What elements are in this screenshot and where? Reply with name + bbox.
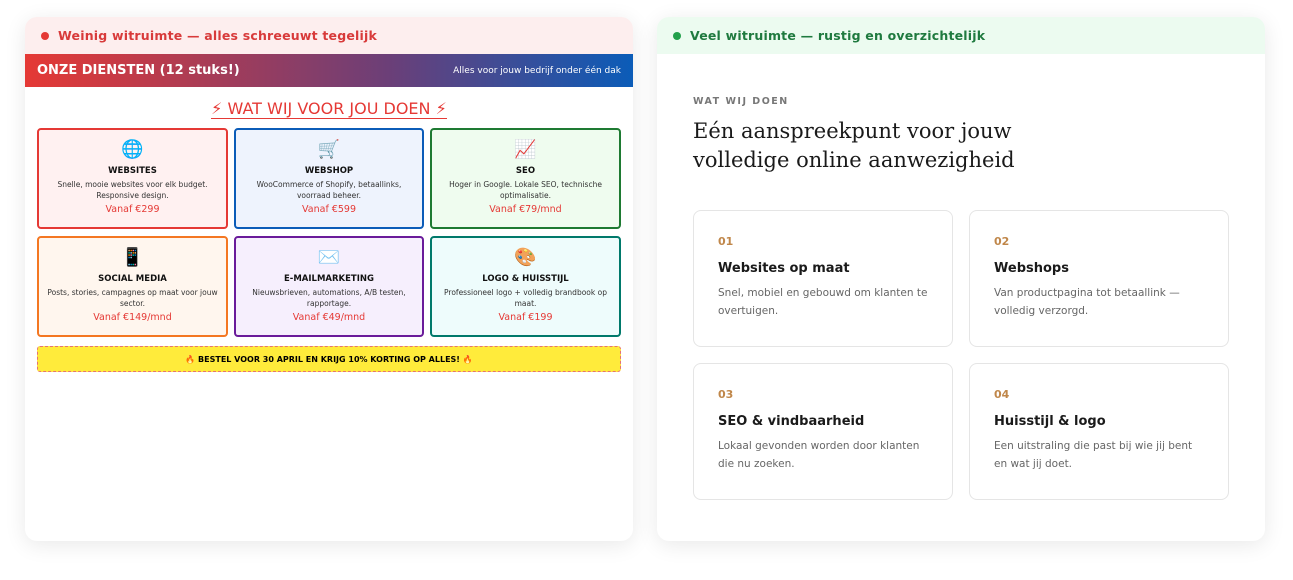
service-price: Vanaf €299 (105, 204, 160, 215)
service-desc: WooCommerce of Shopify, betaallinks, voo… (256, 180, 402, 200)
bar-title: ONZE DIENSTEN (12 stuks!) (37, 63, 240, 78)
service-name: SEO (515, 166, 536, 176)
service-price: Vanaf €49/mnd (292, 312, 366, 323)
section-title: ⚡ WAT WIJ VOOR JOU DOEN ⚡ (25, 99, 633, 119)
service-card: 📈 SEO Hoger in Google. Lokale SEO, technis… (430, 128, 621, 229)
panel-label: Veel witruimte — rustig en overzichtelij… (657, 17, 1265, 54)
service-price: Vanaf €79/mnd (489, 204, 562, 215)
service-name: WEBSHOP (304, 166, 354, 176)
service-name: E-MAILMARKETING (284, 274, 374, 284)
panel-label-text: Veel witruimte — rustig en overzichtelij… (690, 28, 986, 43)
promo-banner: 🔥 BESTEL VOOR 30 APRIL EN KRIJG 10% KORT… (37, 346, 621, 372)
section-title-text: ⚡ WAT WIJ VOOR JOU DOEN ⚡ (211, 99, 447, 119)
card-title: Websites op maat (718, 261, 850, 276)
service-grid: 🌐 WEBSITES Snelle, mooie websites voor elk… (37, 128, 621, 337)
status-dot-icon (673, 31, 681, 40)
card-title: Huisstijl & logo (994, 414, 1106, 429)
service-card: 🌐 WEBSITES Snelle, mooie websites voor elk… (37, 128, 228, 229)
card-title: SEO & vindbaarheid (718, 414, 865, 429)
eyebrow: WAT WIJ DOEN (693, 96, 789, 107)
service-card: 🛒 WEBSHOP WooCommerce of Shopify, betaalli… (234, 128, 424, 229)
service-name: SOCIAL MEDIA (98, 274, 167, 284)
section-heading: Eén aanspreekpunt voor jouw volledige on… (693, 119, 1015, 172)
card-number: 01 (718, 235, 734, 248)
service-card: ✉️ E-MAILMARKETING Nieuwsbrieven, automati… (234, 236, 424, 337)
bar-subtitle: Alles voor jouw bedrijf onder één dak (453, 65, 621, 76)
card-desc: Van productpagina tot betaallink — volle… (994, 287, 1180, 317)
service-card: 🎨 LOGO & HUISSTIJL Professioneel logo + vo… (430, 236, 621, 337)
panel-label: Weinig witruimte — alles schreeuwt tegel… (25, 17, 633, 54)
service-name: LOGO & HUISSTIJL (482, 274, 569, 284)
service-desc: Posts, stories, campagnes op maat voor j… (47, 288, 218, 308)
service-desc: Professioneel logo + volledig brandbook … (444, 288, 607, 308)
service-price: Vanaf €199 (498, 312, 553, 323)
service-desc: Snelle, mooie websites voor elk budget. … (57, 180, 208, 200)
service-price: Vanaf €149/mnd (93, 312, 172, 323)
cluttered-example-panel: Weinig witruimte — alles schreeuwt tegel… (25, 17, 633, 541)
panel-label-text: Weinig witruimte — alles schreeuwt tegel… (58, 28, 377, 43)
card-desc: Snel, mobiel en gebouwd om klanten te ov… (718, 287, 928, 317)
service-card: 📱 SOCIAL MEDIA Posts, stories, campagnes o… (37, 236, 228, 337)
service-name: WEBSITES (108, 166, 157, 176)
card-title: Webshops (994, 261, 1069, 276)
service-card: 04 Huisstijl & logo Een uitstraling die pa… (969, 363, 1229, 500)
service-icon: 📈 (514, 139, 537, 160)
service-desc: Hoger in Google. Lokale SEO, technische … (449, 180, 602, 200)
card-number: 03 (718, 388, 734, 401)
service-price: Vanaf €599 (302, 204, 356, 215)
card-desc: Een uitstraling die past bij wie jij ben… (994, 440, 1193, 470)
gradient-header: ONZE DIENSTEN (12 stuks!) Alles voor jouw… (25, 54, 633, 87)
service-icon: 🛒 (317, 139, 341, 160)
service-card: 01 Websites op maat Snel, mobiel en gebouw… (693, 210, 953, 347)
service-card: 02 Webshops Van productpagina tot betaalli… (969, 210, 1229, 347)
service-icon: 📱 (121, 247, 144, 268)
service-desc: Nieuwsbrieven, automations, A/B testen, … (252, 288, 406, 308)
service-icon: ✉️ (317, 247, 341, 268)
service-icon: 🌐 (121, 139, 144, 160)
service-card: 03 SEO & vindbaarheid Lokaal gevonden word… (693, 363, 953, 500)
card-desc: Lokaal gevonden worden door klanten die … (718, 440, 920, 470)
card-number: 02 (994, 235, 1010, 248)
service-icon: 🎨 (514, 247, 537, 268)
card-number: 04 (994, 388, 1010, 401)
clean-example-panel: Veel witruimte — rustig en overzichtelij… (657, 17, 1265, 541)
status-dot-icon (41, 31, 49, 40)
